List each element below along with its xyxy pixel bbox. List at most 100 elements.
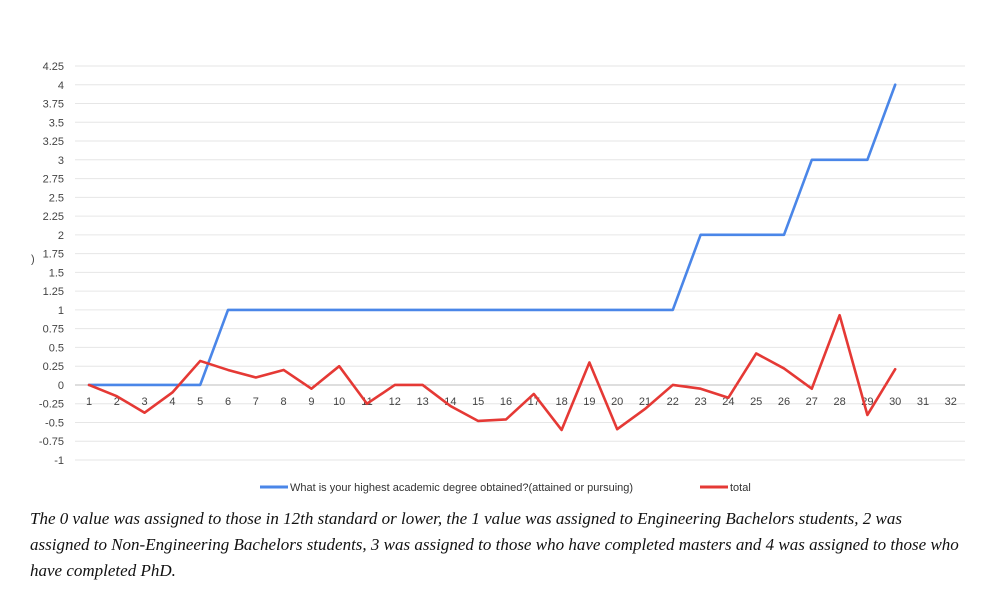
data-point-series-1 <box>366 402 368 405</box>
x-tick-label: 6 <box>225 396 231 408</box>
y-tick-label: 2.5 <box>49 192 64 204</box>
data-point-series-1 <box>560 429 563 431</box>
data-point-series-1 <box>421 384 424 386</box>
data-point-series-0 <box>282 309 285 311</box>
data-point-series-0 <box>338 309 341 311</box>
data-point-series-1 <box>449 405 452 407</box>
y-tick-label: -0.25 <box>39 399 64 411</box>
series-line-0 <box>87 83 897 387</box>
legend-label-1: total <box>730 482 751 494</box>
data-point-series-1 <box>616 428 618 431</box>
y-tick-label: 3 <box>58 155 64 167</box>
data-point-series-0 <box>421 309 424 311</box>
data-point-series-0 <box>755 234 757 236</box>
x-tick-label: 1 <box>86 396 92 408</box>
data-point-series-0 <box>171 384 174 386</box>
data-point-series-0 <box>366 309 368 311</box>
y-tick-label: 4 <box>58 80 64 92</box>
y-tick-label: 1 <box>58 305 64 317</box>
data-point-series-1 <box>588 361 591 364</box>
x-tick-label: 26 <box>778 396 790 408</box>
y-tick-label: 1.75 <box>43 249 64 261</box>
x-tick-label: 4 <box>169 396 175 408</box>
x-tick-label: 23 <box>694 396 706 408</box>
y-tick-label: -0.75 <box>39 436 64 448</box>
data-point-series-1 <box>227 369 229 371</box>
x-tick-label: 19 <box>583 396 595 408</box>
data-point-series-1 <box>143 411 146 414</box>
data-point-series-1 <box>894 368 896 370</box>
y-tick-label: 3.75 <box>43 99 64 111</box>
chart-caption: The 0 value was assigned to those in 12t… <box>30 509 959 580</box>
y-tick-label: 4.25 <box>43 61 64 73</box>
x-tick-label: 12 <box>389 396 401 408</box>
y-tick-label: 0.5 <box>49 342 64 354</box>
x-tick-label: 27 <box>806 396 818 408</box>
data-point-series-0 <box>116 384 118 386</box>
x-tick-label: 18 <box>555 396 567 408</box>
y-tick-label: 2.75 <box>43 174 64 186</box>
data-point-series-0 <box>394 309 396 311</box>
x-tick-label: 13 <box>416 396 428 408</box>
x-tick-label: 16 <box>500 396 512 408</box>
y-tick-label: 0 <box>58 380 64 392</box>
data-point-series-1 <box>394 384 396 386</box>
y-tick-label: 1.25 <box>43 286 64 298</box>
x-tick-label: 8 <box>281 396 287 408</box>
data-point-series-1 <box>282 369 285 371</box>
data-point-series-0 <box>310 309 313 311</box>
x-tick-label: 7 <box>253 396 259 408</box>
data-point-series-1 <box>783 367 785 370</box>
y-axis-stub-label: ) <box>31 254 35 266</box>
x-tick-label: 32 <box>945 396 957 408</box>
data-point-series-1 <box>644 408 646 410</box>
data-point-series-1 <box>838 314 841 316</box>
data-point-series-0 <box>227 309 229 311</box>
data-point-series-1 <box>338 365 341 367</box>
x-tick-label: 15 <box>472 396 484 408</box>
data-point-series-0 <box>727 234 730 236</box>
data-point-series-1 <box>727 396 730 399</box>
data-point-series-0 <box>894 83 896 86</box>
x-tick-label: 10 <box>333 396 345 408</box>
data-point-series-0 <box>505 309 507 311</box>
legend-label-0: What is your highest academic degree obt… <box>290 482 633 494</box>
data-point-series-0 <box>672 309 674 311</box>
x-tick-label: 24 <box>722 396 734 408</box>
data-point-series-1 <box>533 393 535 395</box>
data-point-series-1 <box>866 414 869 416</box>
y-tick-label: 3.25 <box>43 136 64 148</box>
data-point-series-0 <box>560 309 563 311</box>
data-point-series-1 <box>171 391 174 394</box>
x-tick-label: 20 <box>611 396 623 408</box>
data-point-series-1 <box>755 352 757 355</box>
series-line-1 <box>87 313 897 432</box>
y-tick-label: 2.25 <box>43 211 64 223</box>
x-tick-label: 9 <box>308 396 314 408</box>
y-tick-label: -1 <box>54 455 64 467</box>
data-point-series-1 <box>672 384 674 386</box>
data-point-series-1 <box>477 420 480 422</box>
data-point-series-0 <box>811 159 813 161</box>
data-point-series-1 <box>505 418 507 421</box>
data-point-series-1 <box>811 387 813 390</box>
x-tick-label: 2 <box>114 396 120 408</box>
y-tick-label: 1.5 <box>49 267 64 279</box>
data-point-series-1 <box>699 387 702 390</box>
data-point-series-0 <box>644 309 646 311</box>
y-tick-label: 0.75 <box>43 324 64 336</box>
data-point-series-1 <box>199 360 201 362</box>
data-point-series-0 <box>838 159 841 161</box>
data-point-series-0 <box>199 384 201 386</box>
data-point-series-0 <box>616 309 618 311</box>
chart-svg: -1 -0.75 -0.5 -0.25 0 0.25 0.5 0.75 1 1.25 1.5 1.75… <box>31 61 965 494</box>
data-point-series-1 <box>88 384 90 386</box>
data-point-series-0 <box>449 309 452 311</box>
data-point-series-0 <box>588 309 591 311</box>
y-tick-label: 3.5 <box>49 117 64 129</box>
x-tick-label: 3 <box>142 396 148 408</box>
data-point-series-0 <box>699 234 702 236</box>
data-point-series-1 <box>310 387 313 390</box>
data-point-series-0 <box>533 309 535 311</box>
x-tick-label: 30 <box>889 396 901 408</box>
